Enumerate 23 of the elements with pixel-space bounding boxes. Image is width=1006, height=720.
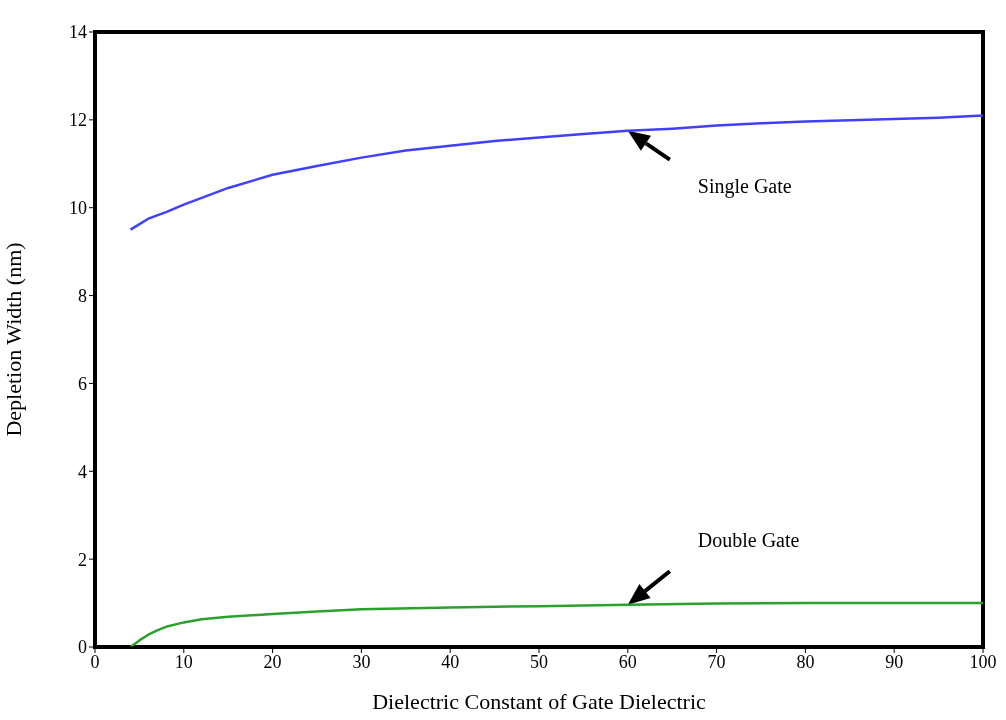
- y-tick-label: 12: [69, 110, 87, 131]
- x-tick-label: 100: [969, 651, 997, 672]
- x-tick-label: 50: [530, 651, 548, 672]
- x-tick-label: 40: [441, 651, 460, 672]
- x-tick-label: 30: [352, 651, 371, 672]
- x-tick-label: 20: [263, 651, 282, 672]
- x-tick-label: 70: [707, 651, 726, 672]
- x-tick-label: 10: [174, 651, 193, 672]
- y-tick-label: 10: [69, 198, 87, 219]
- y-tick-label: 8: [78, 285, 87, 306]
- x-tick-label: 60: [618, 651, 637, 672]
- text: Single Gate: [697, 174, 792, 198]
- x-tick-label: 80: [796, 651, 815, 672]
- y-tick-label: 4: [78, 461, 87, 482]
- line-series: [129, 114, 983, 231]
- x-tick-label: 90: [885, 651, 904, 672]
- y-tick-label: 14: [69, 22, 87, 43]
- y-tick-label: 6: [78, 373, 87, 394]
- y-axis-title: Depletion Width (nm): [0, 242, 26, 437]
- x-axis-title: Dielectric Constant of Gate Dielectric: [372, 689, 706, 714]
- y-tick-label: 2: [78, 549, 87, 570]
- text: Double Gate: [697, 528, 800, 551]
- y-tick-label: 0: [78, 637, 87, 658]
